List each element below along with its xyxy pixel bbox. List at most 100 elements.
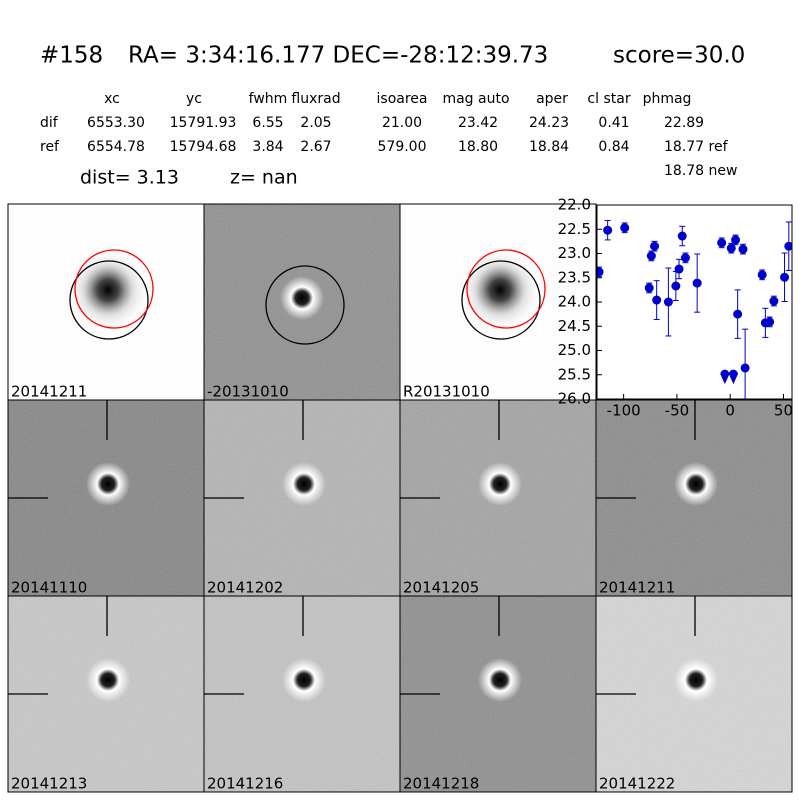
cell: 0.41 [598,115,629,131]
stamp-frame [595,595,793,793]
point [740,363,750,373]
stamp: 20141222 [595,595,793,793]
point [650,241,660,251]
point [620,223,630,233]
stamps: 20141211 -20131010 R20131010 20141110 201412… [7,203,793,793]
stamp-label: 20141222 [599,775,675,793]
point [652,295,662,305]
stamp-label: 20141218 [403,775,479,793]
point [671,281,681,291]
cell: 6.55 [252,115,283,131]
column-header: xc [104,91,120,107]
source [674,658,718,702]
column-header: isoarea [377,91,428,107]
cell: 23.42 [458,115,498,131]
stamp-label: 20141211 [11,383,87,401]
stamp-label: 20141205 [403,579,479,597]
score: score=30.0 [613,43,745,69]
source [86,658,130,702]
upper-limit [728,369,738,385]
source [674,462,718,506]
point [597,267,604,277]
aperture [69,260,149,340]
source [86,462,130,506]
stamp: R20131010 [399,203,597,401]
point [677,231,687,241]
y-tick-label: 23.5 [558,268,591,286]
point [644,283,654,293]
source [478,462,522,506]
y-tick-label: 25.5 [558,365,591,383]
plot-area [597,205,792,399]
column-header: yc [186,91,202,107]
column-header: aper [536,91,568,107]
cell: 6554.78 [87,139,145,155]
cell: 18.80 [458,139,498,155]
cell: 22.89 [664,115,704,131]
light-curve: 22.0 22.5 23.0 23.5 24.0 24.5 25.0 25.5 26.0 -100… [558,196,793,420]
source [66,248,150,332]
cell: 15794.68 [170,139,237,155]
cell: 24.23 [529,115,569,131]
cell: 2.05 [300,115,331,131]
point [769,296,779,306]
point [674,264,684,274]
redshift: z= nan [230,167,298,189]
cell: 6553.30 [87,115,145,131]
stamp-label: 20141216 [207,775,283,793]
y-tick-label: 25.0 [558,341,591,359]
row-label: ref [40,139,60,155]
cell: 579.00 [378,139,427,155]
stamp: 20141216 [203,595,401,793]
source [282,462,326,506]
stamp: 20141110 [7,399,205,597]
cell: 3.84 [252,139,283,155]
source [478,658,522,702]
stamp-label: 20141213 [11,775,87,793]
y-tick-label: 23.0 [558,244,591,262]
y-tick-label: 26.0 [558,390,591,408]
source [458,248,542,332]
stamp-label: 20141202 [207,579,283,597]
point [717,238,727,248]
point [646,251,656,261]
point [603,225,613,235]
object-id: #158 [40,43,103,69]
point [692,278,702,288]
points [597,220,792,399]
ref-aperture [466,249,546,329]
column-header: fluxrad [291,91,340,107]
point [680,253,690,263]
row-label: dif [40,115,59,131]
stamp-label: 20141211 [599,579,675,597]
aperture [265,265,345,345]
cell: 21.00 [382,115,422,131]
y-tick-label: 24.5 [558,317,591,335]
point [726,243,736,253]
stamp-label: R20131010 [403,383,490,401]
coordinates: RA= 3:34:16.177 DEC=-28:12:39.73 [128,43,548,69]
stamp: 20141211 [595,399,793,597]
source [280,276,324,320]
stamp: 20141211 [7,203,205,401]
point [765,317,775,327]
x-tick-label: 50 [774,402,793,420]
table: xc yc fwhm fluxrad isoarea mag auto aper cl sta… [40,91,729,155]
stamp-label: 20141110 [11,579,87,597]
point [731,235,741,245]
cell: 18.84 [529,139,569,155]
point [757,270,767,280]
x-tick-label: -50 [665,402,690,420]
point [784,241,792,251]
phmag-new: 18.78 new [664,163,737,179]
stamp: 20141218 [399,595,597,793]
upper-limit [720,369,730,385]
source [282,658,326,702]
stamp-label: -20131010 [207,383,289,401]
point [733,309,743,319]
cell: 0.84 [598,139,629,155]
aperture [461,260,541,340]
distance: dist= 3.13 [80,167,179,189]
plot-frame [596,204,793,400]
